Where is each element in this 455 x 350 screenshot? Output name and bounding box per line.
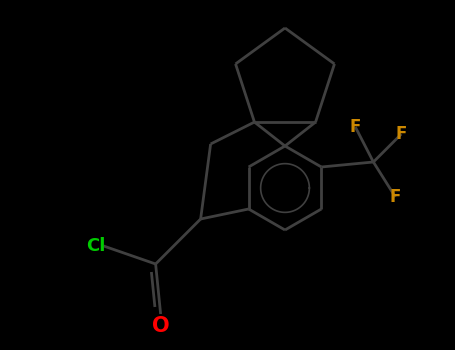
Text: F: F <box>389 188 401 206</box>
Text: F: F <box>350 118 361 136</box>
Text: F: F <box>396 125 407 143</box>
Text: O: O <box>152 316 169 336</box>
Text: Cl: Cl <box>86 237 105 255</box>
